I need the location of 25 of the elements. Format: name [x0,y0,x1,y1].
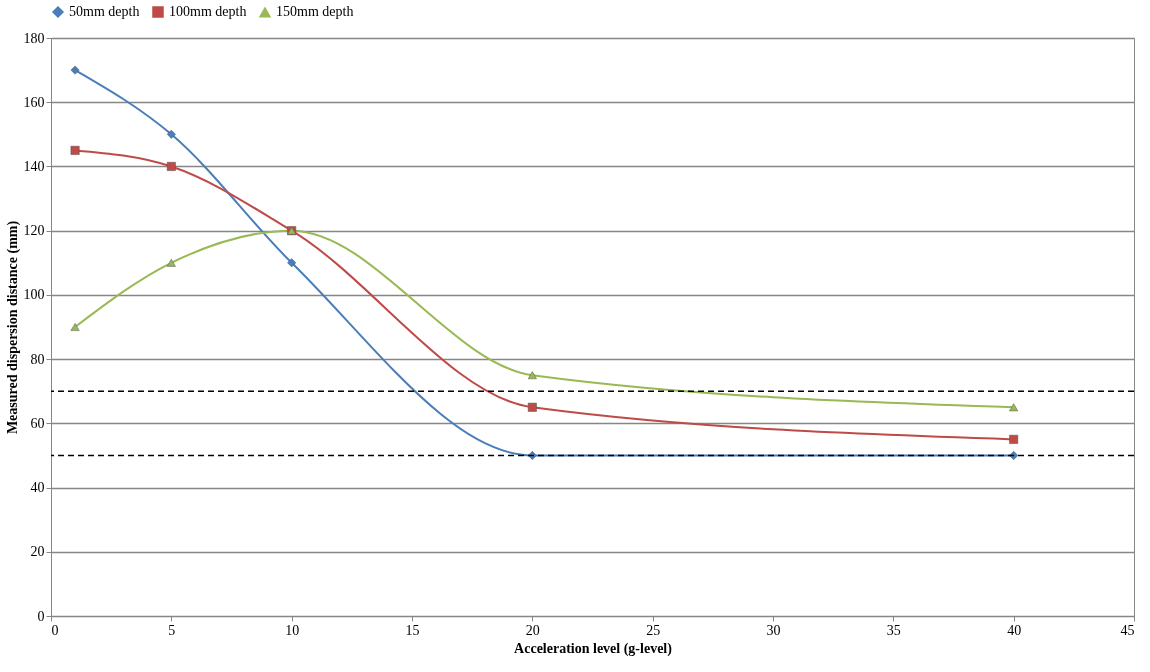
y-tick-label: 80 [30,351,45,367]
y-tick-label: 120 [23,223,45,239]
x-tick-label: 10 [285,622,300,638]
x-tick-label: 40 [1007,622,1022,638]
y-tick-label: 100 [23,287,45,303]
x-tick-label: 30 [766,622,781,638]
y-axis-title: Measured dispersion distance (mm) [4,220,21,435]
y-tick-label: 60 [30,415,45,431]
y-tick-label: 40 [30,480,45,496]
legend-label: 50mm depth [69,4,140,19]
x-tick-label: 0 [51,622,59,638]
x-tick-label: 5 [168,622,176,638]
x-tick-label: 25 [646,622,661,638]
legend-label: 150mm depth [276,4,354,20]
y-tick-label: 160 [23,94,45,110]
x-tick-label: 15 [405,622,420,638]
x-tick-label: 35 [886,622,901,638]
x-axis-title: Acceleration level (g-level) [514,640,673,657]
x-tick-label: 20 [525,622,540,638]
legend-label: 100mm depth [169,4,247,19]
y-tick-label: 180 [23,30,45,46]
x-tick-label: 45 [1120,622,1135,638]
y-tick-label: 0 [37,608,45,624]
y-tick-label: 20 [30,544,45,560]
y-tick-label: 140 [23,158,45,174]
